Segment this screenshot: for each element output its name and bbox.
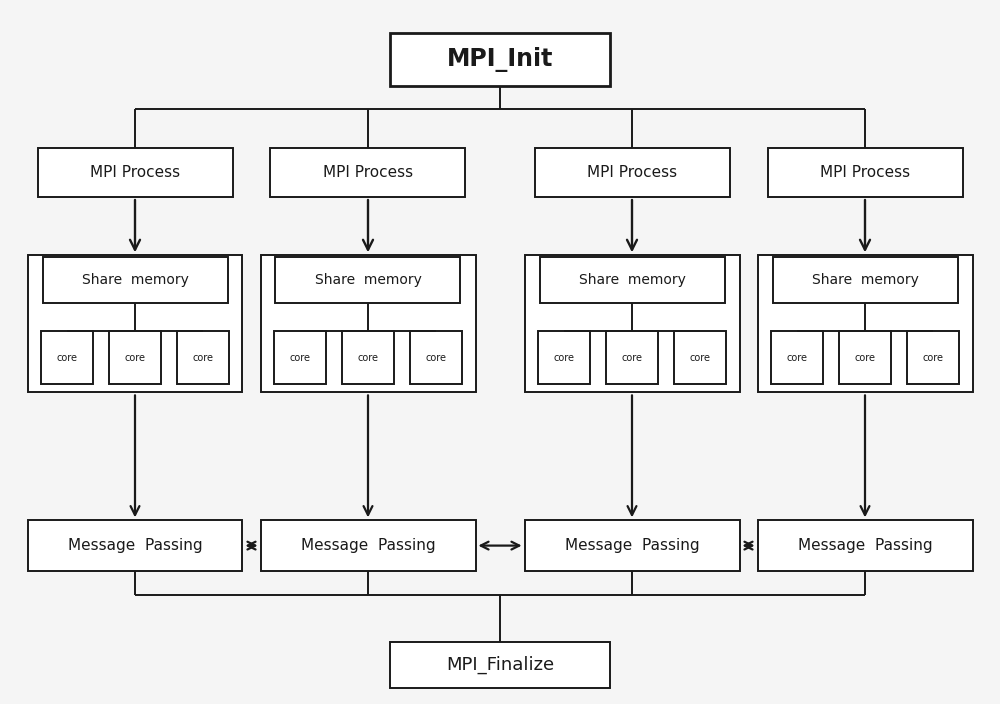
Text: core: core <box>554 353 574 363</box>
Bar <box>758 520 972 571</box>
Text: core: core <box>426 353 446 363</box>
Bar <box>41 331 93 384</box>
Bar <box>275 257 460 303</box>
Bar <box>606 331 658 384</box>
Bar <box>260 520 476 571</box>
Bar <box>534 148 730 197</box>
Bar <box>524 520 740 571</box>
Text: Share  memory: Share memory <box>82 273 188 287</box>
Bar <box>524 256 740 393</box>
Bar <box>839 331 891 384</box>
Text: core: core <box>690 353 710 363</box>
Bar <box>260 256 476 393</box>
Bar <box>109 331 161 384</box>
Text: Message  Passing: Message Passing <box>565 538 699 553</box>
Text: core: core <box>854 353 876 363</box>
Bar <box>28 520 242 571</box>
Text: core: core <box>786 353 807 363</box>
Bar <box>771 331 823 384</box>
Text: core: core <box>124 353 146 363</box>
Text: MPI Process: MPI Process <box>587 165 677 180</box>
Bar <box>390 34 610 86</box>
Bar <box>410 331 462 384</box>
Text: MPI Process: MPI Process <box>323 165 413 180</box>
Bar <box>342 331 394 384</box>
Bar <box>540 257 724 303</box>
Bar <box>768 148 962 197</box>
Text: Message  Passing: Message Passing <box>68 538 202 553</box>
Text: MPI Process: MPI Process <box>820 165 910 180</box>
Bar <box>177 331 229 384</box>
Text: Message  Passing: Message Passing <box>301 538 435 553</box>
Bar <box>38 148 232 197</box>
Bar <box>270 148 465 197</box>
Text: core: core <box>290 353 310 363</box>
Text: core: core <box>622 353 642 363</box>
Text: core: core <box>192 353 214 363</box>
Text: Share  memory: Share memory <box>315 273 421 287</box>
Bar <box>674 331 726 384</box>
Text: core: core <box>56 353 78 363</box>
Bar <box>28 256 242 393</box>
Text: MPI_Finalize: MPI_Finalize <box>446 656 554 674</box>
Bar <box>274 331 326 384</box>
Text: Share  memory: Share memory <box>579 273 685 287</box>
Bar <box>538 331 590 384</box>
Text: core: core <box>358 353 378 363</box>
Text: MPI_Init: MPI_Init <box>447 47 553 73</box>
Text: Share  memory: Share memory <box>812 273 918 287</box>
Bar <box>907 331 959 384</box>
Text: core: core <box>922 353 944 363</box>
Bar <box>43 257 228 303</box>
Bar <box>390 642 610 689</box>
Text: Message  Passing: Message Passing <box>798 538 932 553</box>
Bar <box>758 256 972 393</box>
Text: MPI Process: MPI Process <box>90 165 180 180</box>
Bar <box>772 257 958 303</box>
